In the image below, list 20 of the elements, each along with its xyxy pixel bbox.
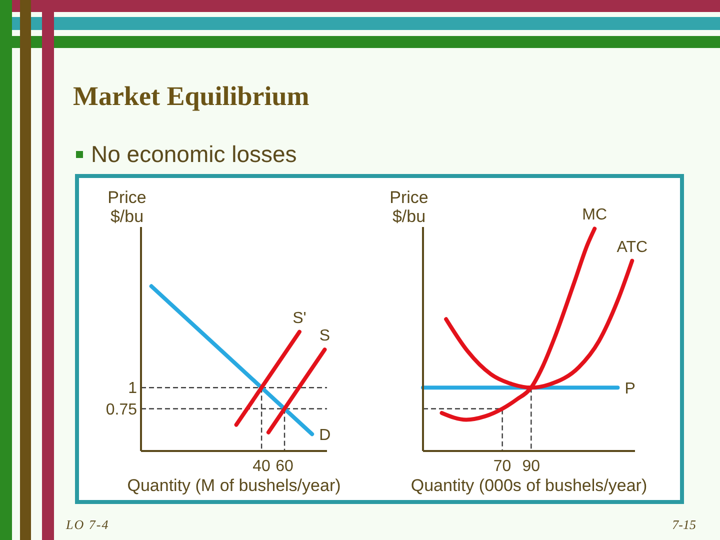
y-tick-label: 0.75 (106, 401, 138, 418)
series-label: S' (292, 310, 306, 327)
x-axis-title: Quantity (000s of bushels/year) (410, 476, 648, 495)
text: 7-15 (672, 517, 696, 532)
text: LO 7-4 (65, 517, 110, 532)
y-axis-title: Price $/bu (108, 188, 146, 226)
x-tick-label: 70 (493, 458, 512, 475)
series-label: ATC (616, 238, 648, 256)
x-tick-label: 40 (252, 458, 271, 475)
series-label: S (319, 328, 330, 345)
chart-subtitle: No economic losses (91, 141, 297, 167)
x-axis-title: Quantity (M of bushels/year) (127, 476, 341, 495)
series-label: MC (582, 206, 608, 224)
series-label: P (624, 380, 636, 398)
x-tick-label: 90 (522, 458, 540, 475)
y-axis-title: Price $/bu (390, 188, 428, 226)
x-tick-label: 60 (276, 458, 294, 475)
chart-title: Market Equilibrium (73, 81, 310, 111)
series-label: D (319, 427, 331, 444)
y-tick-label: 1 (128, 380, 138, 398)
